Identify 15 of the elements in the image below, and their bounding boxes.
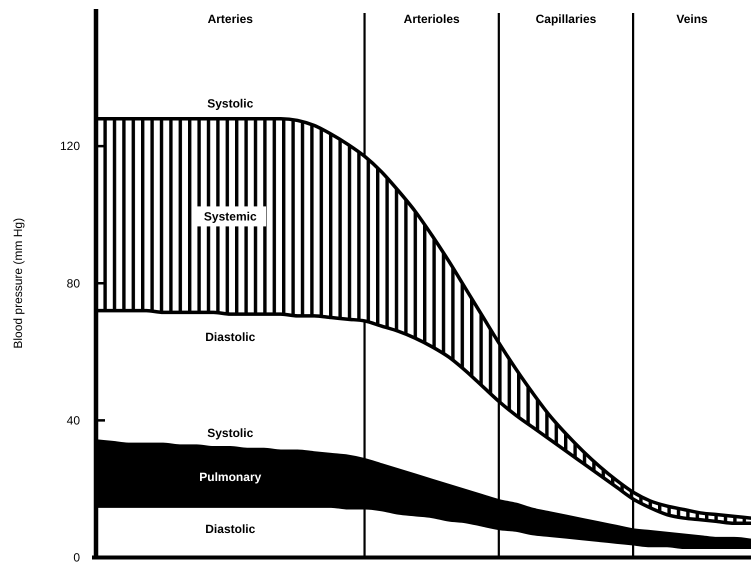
series-label: Systolic — [207, 96, 254, 111]
annotation: Arteries — [208, 12, 254, 26]
series-label: Systolic — [207, 426, 254, 440]
series-label: Diastolic — [205, 330, 256, 344]
y-tick-label: 120 — [60, 139, 80, 154]
y-tick-label: 40 — [66, 413, 80, 428]
annotation: Capillaries — [536, 12, 597, 26]
y-tick-label: 0 — [73, 550, 80, 564]
series-label: Diastolic — [205, 522, 256, 536]
annotation: Arterioles — [404, 12, 460, 26]
annotation: Veins — [676, 12, 708, 26]
y-tick-label: 80 — [66, 276, 80, 290]
annotation: Pulmonary — [199, 470, 262, 484]
y-axis-title: Blood pressure (mm Hg) — [11, 218, 25, 349]
annotation: Systemic — [204, 209, 257, 224]
